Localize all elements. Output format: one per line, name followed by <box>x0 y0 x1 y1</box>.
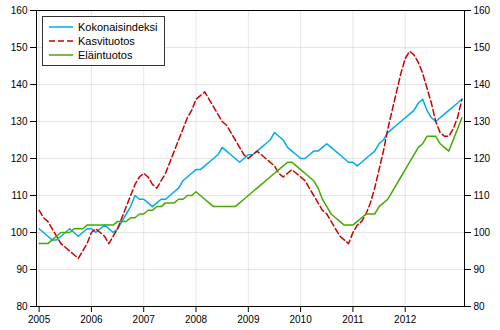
svg-text:140: 140 <box>11 79 28 90</box>
svg-text:2012: 2012 <box>394 314 417 325</box>
svg-text:140: 140 <box>474 79 491 90</box>
svg-text:2006: 2006 <box>80 314 103 325</box>
svg-text:130: 130 <box>474 116 491 127</box>
svg-text:110: 110 <box>474 190 490 201</box>
svg-text:2007: 2007 <box>133 314 156 325</box>
svg-text:2010: 2010 <box>289 314 312 325</box>
svg-text:90: 90 <box>16 264 28 275</box>
svg-text:160: 160 <box>11 5 28 16</box>
svg-text:160: 160 <box>474 5 491 16</box>
svg-text:90: 90 <box>474 264 486 275</box>
svg-text:100: 100 <box>11 227 28 238</box>
svg-text:120: 120 <box>11 153 28 164</box>
svg-text:80: 80 <box>474 301 486 312</box>
svg-text:130: 130 <box>11 116 28 127</box>
html-text:Eläintuotos: Eläintuotos <box>78 49 133 61</box>
html-text:Kokonaisindeksi: Kokonaisindeksi <box>78 21 158 33</box>
svg-text:120: 120 <box>474 153 491 164</box>
svg-text:2011: 2011 <box>342 314 364 325</box>
svg-text:2005: 2005 <box>28 314 51 325</box>
svg-text:2008: 2008 <box>185 314 208 325</box>
svg-text:2009: 2009 <box>237 314 260 325</box>
svg-text:80: 80 <box>16 301 28 312</box>
svg-text:150: 150 <box>474 42 491 53</box>
svg-text:100: 100 <box>474 227 491 238</box>
html-text:Kasvituotos: Kasvituotos <box>78 35 135 47</box>
svg-text:150: 150 <box>11 42 28 53</box>
svg-text:110: 110 <box>12 190 28 201</box>
